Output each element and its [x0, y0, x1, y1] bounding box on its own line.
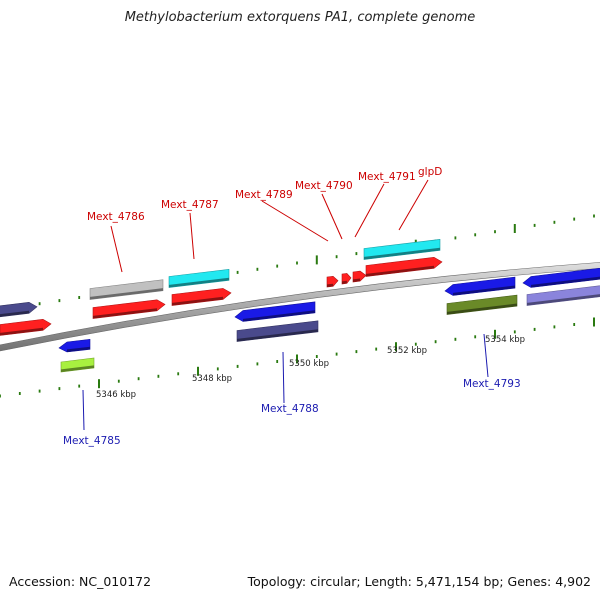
feature-mext4789-shade — [327, 283, 334, 287]
gene-label-mext4787[interactable]: Mext_4787 — [161, 199, 219, 211]
feature-mext4793-shade — [447, 303, 517, 315]
gene-label-mext4790[interactable]: Mext_4790 — [295, 180, 353, 192]
scale-label-5354: 5354 kbp — [485, 335, 525, 345]
leader-mext4788 — [282, 351, 285, 404]
gene-label-mext4788[interactable]: Mext_4788 — [261, 403, 319, 415]
feature-mext4782-shade — [0, 310, 29, 317]
feature-mext4788-shade — [237, 329, 318, 342]
leader-mext4785 — [82, 389, 85, 431]
feature-mext4790-shade — [342, 280, 347, 284]
leader-mext4793 — [483, 333, 489, 378]
label-leaders — [82, 179, 489, 431]
feature-mext4788-upper — [234, 301, 316, 322]
feature-mext4794-shade — [527, 294, 600, 306]
feature-mext4787-shade — [172, 296, 223, 306]
gene-label-glpd[interactable]: glpD — [418, 166, 442, 178]
gene-label-mext4789[interactable]: Mext_4789 — [235, 189, 293, 201]
gene-label-mext4791[interactable]: Mext_4791 — [358, 171, 416, 183]
feature-mext4794-upper — [522, 267, 600, 288]
feature-glpd-upper-shade — [364, 247, 440, 260]
topology-text: Topology: circular; Length: 5,471,154 bp… — [247, 574, 591, 589]
feature-mext4794-upper-shade — [531, 276, 600, 288]
feature-mext4786-shade — [93, 308, 157, 319]
scale-label-5348: 5348 kbp — [192, 374, 232, 384]
gene-label-mext4785[interactable]: Mext_4785 — [63, 435, 121, 447]
feature-mext4788-upper-shade — [243, 310, 315, 322]
leader-mext4787 — [189, 212, 195, 260]
feature-layer — [0, 239, 600, 373]
feature-mext4785-shade — [67, 346, 90, 352]
leader-mext4790 — [321, 193, 343, 240]
genome-backbone — [0, 262, 600, 352]
scale-label-5350: 5350 kbp — [289, 359, 329, 369]
scale-label-5352: 5352 kbp — [387, 346, 427, 356]
feature-glpd-shade — [366, 265, 434, 277]
leader-mext4789 — [261, 200, 329, 242]
leader-glpd — [398, 179, 429, 231]
leader-mext4791 — [354, 183, 385, 238]
feature-mext4783-shade — [0, 327, 43, 336]
feature-mext4786-upper-shade — [90, 288, 163, 300]
scale-label-5346: 5346 kbp — [96, 390, 136, 400]
feature-mext4793-upper — [444, 276, 516, 296]
leader-mext4786 — [110, 225, 123, 273]
feature-mext4791-shade — [353, 278, 361, 282]
inner-tick-ring — [0, 317, 595, 398]
map-title: Methylobacterium extorquens PA1, complet… — [124, 10, 476, 25]
gene-label-mext4786[interactable]: Mext_4786 — [87, 211, 145, 223]
feature-mext4787-upper-shade — [169, 277, 229, 288]
gene-label-mext4793[interactable]: Mext_4793 — [463, 378, 521, 390]
feature-mext4784-shade — [61, 365, 94, 372]
feature-mext4794 — [526, 285, 600, 306]
accession-text: Accession: NC_010172 — [9, 574, 152, 589]
feature-mext4793-upper-shade — [453, 285, 515, 296]
